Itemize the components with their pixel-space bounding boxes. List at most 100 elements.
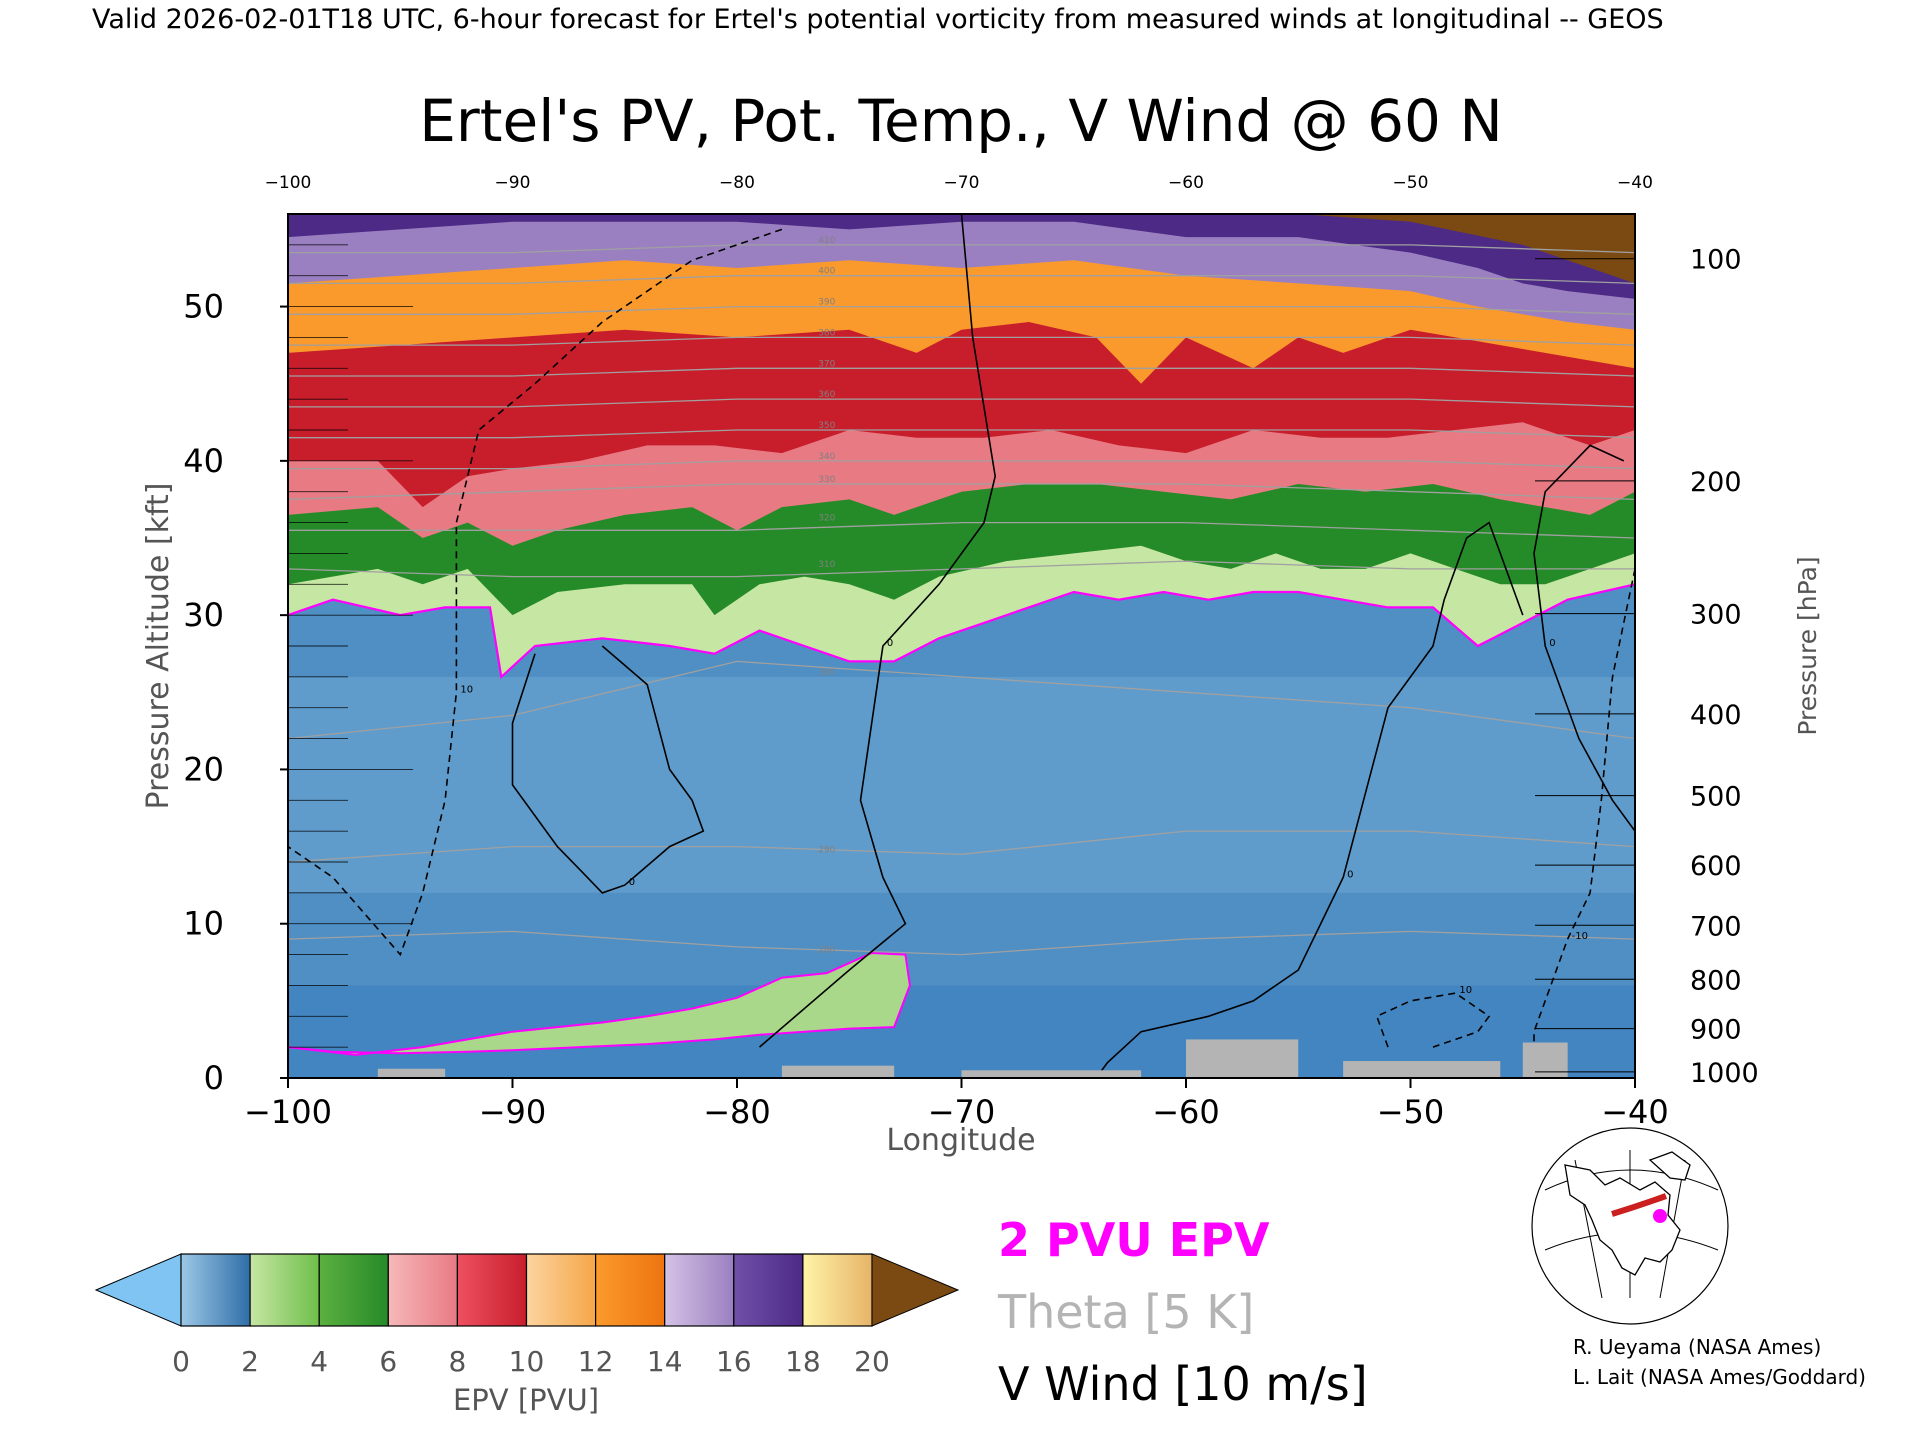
theta-isentrope-390: [288, 305, 1635, 315]
epv-2pvu-contour: [288, 583, 1635, 680]
epv-over-20-region: [1298, 214, 1635, 284]
location-map-inset: [1530, 1127, 1730, 1325]
epv-layer-14-pvu: [288, 214, 1635, 330]
theta-isentrope-330: [288, 483, 1635, 501]
theta-isentrope-label: 350: [818, 421, 835, 431]
y-tick-label: 0: [204, 1059, 224, 1097]
colorbar-under-arrow: [94, 1253, 182, 1327]
theta-isentrope-370: [288, 367, 1635, 377]
colorbar-tick-label: 8: [448, 1345, 466, 1378]
map-globe-outline: [1531, 1127, 1729, 1325]
v-wind-contour: [511, 645, 705, 894]
credit-line-2: L. Lait (NASA Ames/Goddard): [1573, 1365, 1866, 1389]
colorbar-band-16-18: [733, 1253, 804, 1327]
theta-isentrope-360: [288, 398, 1635, 408]
y-tick-label: 20: [183, 750, 224, 788]
legend-theta: Theta [5 K]: [997, 1285, 1254, 1339]
theta-isentrope-label: 410: [818, 236, 835, 246]
colorbar-band-0-2: [180, 1253, 251, 1327]
epv-shading: [288, 214, 1635, 1078]
theta-isentrope-label: 380: [818, 328, 835, 338]
v-wind-contour: [1095, 521, 1524, 1078]
theta-isentrope-label: 330: [818, 475, 835, 485]
colorbar-band-10-12: [525, 1253, 597, 1327]
top-tick-label: −50: [1393, 173, 1429, 193]
legend-2pvu-epv: 2 PVU EPV: [998, 1213, 1270, 1267]
x-axis-label: Longitude: [886, 1123, 1035, 1158]
v-wind-contour: [758, 214, 997, 1048]
colorbar-band-14-16: [664, 1253, 735, 1327]
y-tick-label: 10: [183, 905, 224, 943]
pressure-axis-ticks: 100 200 300 400 500 600 700 800 900 1000: [1535, 245, 1759, 1089]
theta-isentrope-280: [288, 930, 1635, 956]
x-tick-label: −80: [703, 1093, 771, 1131]
colorbar-label: EPV [PVU]: [453, 1383, 599, 1417]
v-wind-contour-label: 10: [460, 684, 473, 695]
ground-terrain: [1343, 1061, 1501, 1078]
credit-line-1: R. Ueyama (NASA Ames): [1573, 1335, 1821, 1359]
ground-terrain: [781, 1065, 895, 1078]
colorbar-tick-label: 10: [509, 1345, 545, 1378]
map-latitude-line: [1544, 1169, 1719, 1191]
theta-isentrope-320: [288, 521, 1635, 539]
theta-isentrope-label: 300: [818, 668, 835, 678]
theta-isentrope-410: [288, 244, 1635, 254]
v-wind-contour: [1533, 444, 1635, 832]
epv-layer-16-pvu: [288, 214, 1635, 299]
plot-area: 2802903003103203303403503603703803904004…: [183, 173, 1758, 1131]
map-location-marker: [1653, 1209, 1667, 1223]
theta-isentrope-380: [288, 336, 1635, 346]
map-coastline-greenland: [1648, 1151, 1691, 1181]
theta-contours: 280 290 300 310 320 330 340 350 360 370 380 390 400 4…: [288, 236, 1635, 956]
theta-isentrope-label: 390: [818, 298, 835, 308]
ground-terrain: [1186, 1039, 1299, 1078]
colorbar-tick-label: 16: [716, 1345, 752, 1378]
theta-isentrope-400: [288, 275, 1635, 285]
colorbar-band-18-20: [802, 1253, 873, 1327]
y-tick-label: 50: [183, 288, 224, 326]
colorbar-tick-label: 20: [854, 1345, 890, 1378]
ground-terrain: [961, 1070, 1142, 1078]
theta-isentrope-label: 400: [818, 267, 835, 277]
x-tick-label: −50: [1377, 1093, 1445, 1131]
top-tick-label: −90: [495, 173, 531, 193]
colorbar-band-12-14: [594, 1253, 666, 1327]
pressure-tick-label: 700: [1690, 911, 1742, 942]
theta-isentrope-label: 320: [818, 514, 835, 524]
x-tick-label: −60: [1152, 1093, 1220, 1131]
pressure-tick-label: 500: [1690, 782, 1742, 813]
theta-isentrope-label: 290: [818, 845, 835, 855]
pressure-tick-label: 300: [1690, 600, 1742, 631]
epv-low-level-patch: [288, 951, 911, 1056]
theta-isentrope-300: [288, 660, 1635, 740]
v-wind-contour: [1533, 568, 1635, 1048]
y-tick-label: 30: [183, 596, 224, 634]
colorbar-tick-label: 2: [241, 1345, 259, 1378]
top-tick-label: −60: [1168, 173, 1204, 193]
theta-isentrope-label: 310: [818, 560, 835, 570]
x-axis-ticks: −100 −90 −80 −70 −60 −50 −40: [244, 1078, 1669, 1131]
theta-isentrope-350: [288, 429, 1635, 439]
v-wind-contour-label: -10: [1572, 931, 1588, 942]
theta-isentrope-340: [288, 460, 1635, 470]
theta-isentrope-label: 370: [818, 359, 835, 369]
colorbar: 0 2 4 6 8 10 12 14 16 18 20 EPV [PVU]: [94, 1253, 960, 1417]
colorbar-over-arrow: [871, 1253, 960, 1327]
colorbar-tick-label: 18: [785, 1345, 821, 1378]
y-axis-ticks: 0 10 20 30 40 50: [183, 213, 413, 1097]
pressure-tick-label: 200: [1690, 467, 1742, 498]
colorbar-tick-label: 12: [578, 1345, 614, 1378]
valid-time-header: Valid 2026-02-01T18 UTC, 6-hour forecast…: [92, 4, 1664, 35]
theta-isentrope-label: 360: [818, 390, 835, 400]
legend: 2 PVU EPV Theta [5 K] V Wind [10 m/s]: [997, 1213, 1368, 1411]
epv-mid-troposphere-band: [288, 676, 1635, 893]
top-tick-label: −40: [1617, 173, 1653, 193]
chart-title: Ertel's PV, Pot. Temp., V Wind @ 60 N: [419, 87, 1502, 155]
ground-terrain: [377, 1068, 446, 1078]
v-wind-contour-label: 0: [629, 877, 635, 888]
colorbar-bands: [180, 1253, 873, 1327]
map-section-line: [1611, 1193, 1668, 1217]
colorbar-band-8-10: [456, 1253, 528, 1327]
